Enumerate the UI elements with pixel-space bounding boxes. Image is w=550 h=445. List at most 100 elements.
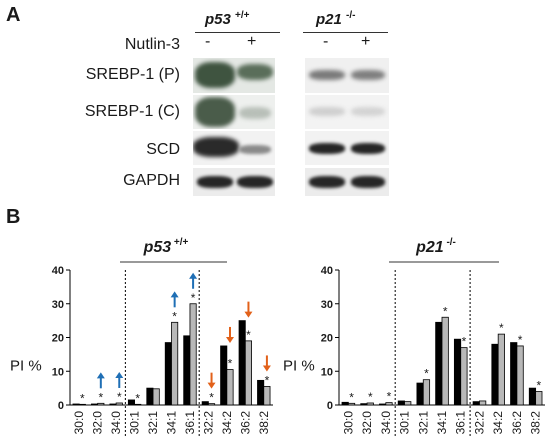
significance-star: * (80, 391, 85, 405)
bar-control (416, 382, 424, 406)
significance-star: * (349, 390, 354, 404)
significance-star: * (462, 335, 467, 349)
x-tick-label: 30:0 (341, 411, 355, 435)
blot-scd-p21 (305, 131, 389, 165)
blot-row-label: GAPDH (123, 172, 180, 189)
y-tick-label: 10 (52, 366, 64, 378)
blot-srebp1-p-p21 (305, 58, 389, 93)
bar-nutlin (422, 379, 431, 406)
bar-nutlin (78, 403, 86, 406)
treatment-label: Nutlin-3 (124, 36, 180, 53)
significance-star: * (209, 391, 214, 405)
bar-control (91, 403, 99, 406)
significance-star: * (368, 390, 373, 404)
blot-row-label: SREBP-1 (P) (85, 66, 180, 83)
x-tick-label: 34:2 (220, 411, 234, 435)
significance-star: * (172, 309, 177, 323)
bar-nutlin (460, 347, 468, 406)
blot-scd-p53 (193, 131, 275, 165)
x-tick-label: 36:1 (454, 411, 468, 435)
bar-control (164, 342, 172, 406)
bar-nutlin (441, 316, 449, 406)
bar-nutlin (497, 333, 505, 406)
bar-control (127, 399, 135, 406)
significance-star: * (536, 379, 541, 393)
bar-nutlin (385, 402, 393, 406)
bar-control (472, 401, 480, 406)
x-tick-label: 32:2 (472, 411, 486, 435)
x-tick-label: 32:1 (416, 411, 430, 435)
significance-star: * (98, 390, 103, 404)
bar-nutlin (366, 402, 374, 406)
bar-nutlin (479, 400, 487, 406)
bar-nutlin (226, 369, 234, 406)
up-arrow-icon (189, 272, 198, 289)
panel-a-label: A (6, 4, 21, 26)
up-arrow-icon (115, 371, 124, 388)
chart-p53: p53 +/+ PI % 0 10 20 30 40 * 30:0 * 32:0 * 34:0 * 30:1… (10, 237, 273, 437)
arrow-head (207, 382, 216, 389)
arrow-head (170, 291, 179, 298)
y-tick-label: 0 (58, 400, 64, 412)
bar-control (72, 403, 80, 406)
chart-title: p21 -/- (415, 237, 456, 256)
bar-control (220, 345, 228, 406)
significance-star: * (387, 390, 392, 404)
x-tick-label: 32:0 (360, 411, 374, 435)
genotype-header-p53: p53 +/+ (205, 10, 250, 28)
blot-row-label: SCD (146, 141, 180, 158)
arrow-head (96, 372, 105, 379)
arrow-head (189, 272, 198, 279)
genotype-underline (303, 32, 388, 33)
x-tick-label: 32:2 (201, 411, 215, 435)
treatment-state: - (205, 33, 211, 50)
blot-srebp1-c-p21 (305, 95, 389, 129)
x-tick-label: 38:2 (529, 411, 543, 435)
blot-row-label: SREBP-1 (C) (84, 103, 180, 120)
bar-nutlin (134, 403, 142, 406)
bar-nutlin (97, 402, 105, 406)
significance-star: * (246, 328, 251, 342)
x-tick-label: 36:2 (510, 411, 524, 435)
chart-title-sup: -/- (444, 237, 456, 248)
significance-star: * (443, 304, 448, 318)
y-tick-label: 40 (52, 265, 64, 277)
y-axis-label: PI % (10, 358, 42, 375)
bar-control (491, 343, 499, 406)
bar-control (435, 321, 443, 406)
x-tick-label: 30:0 (72, 411, 86, 435)
panel-b-label: B (6, 206, 21, 228)
x-tick-label: 36:1 (183, 411, 197, 435)
y-tick-label: 40 (321, 265, 333, 277)
treatment-state: + (247, 33, 257, 50)
down-arrow-icon (262, 355, 271, 372)
bar-nutlin (189, 303, 197, 406)
arrow-head (226, 336, 235, 343)
bar-control (341, 401, 349, 406)
blot-srebp1-p-p53 (193, 58, 275, 93)
bar-control (360, 403, 368, 406)
y-axis-label: PI % (283, 358, 315, 375)
x-tick-label: 34:0 (379, 411, 393, 435)
bar-control (183, 335, 191, 406)
x-tick-label: 32:1 (146, 411, 160, 435)
bar-nutlin (535, 391, 543, 406)
bar-nutlin (115, 402, 123, 406)
bar-nutlin (263, 386, 271, 406)
chart-title: p53 +/+ (143, 237, 189, 256)
chart-p21: p21 -/- PI % 0 10 20 30 40 * 30:0 * 32:0 * 34:0 30:1 *… (283, 237, 545, 437)
x-tick-label: 34:0 (109, 411, 123, 435)
bar-control (528, 387, 537, 406)
bar-nutlin (404, 401, 412, 406)
y-tick-label: 30 (321, 299, 333, 311)
bar-control (109, 403, 117, 406)
genotype-sup: +/+ (235, 10, 250, 21)
significance-star: * (135, 391, 140, 405)
x-tick-label: 36:2 (238, 411, 252, 435)
up-arrow-icon (170, 291, 179, 308)
x-tick-label: 34:2 (491, 411, 505, 435)
significance-star: * (265, 373, 270, 387)
down-arrow-icon (244, 301, 253, 318)
x-tick-label: 30:1 (128, 411, 142, 435)
